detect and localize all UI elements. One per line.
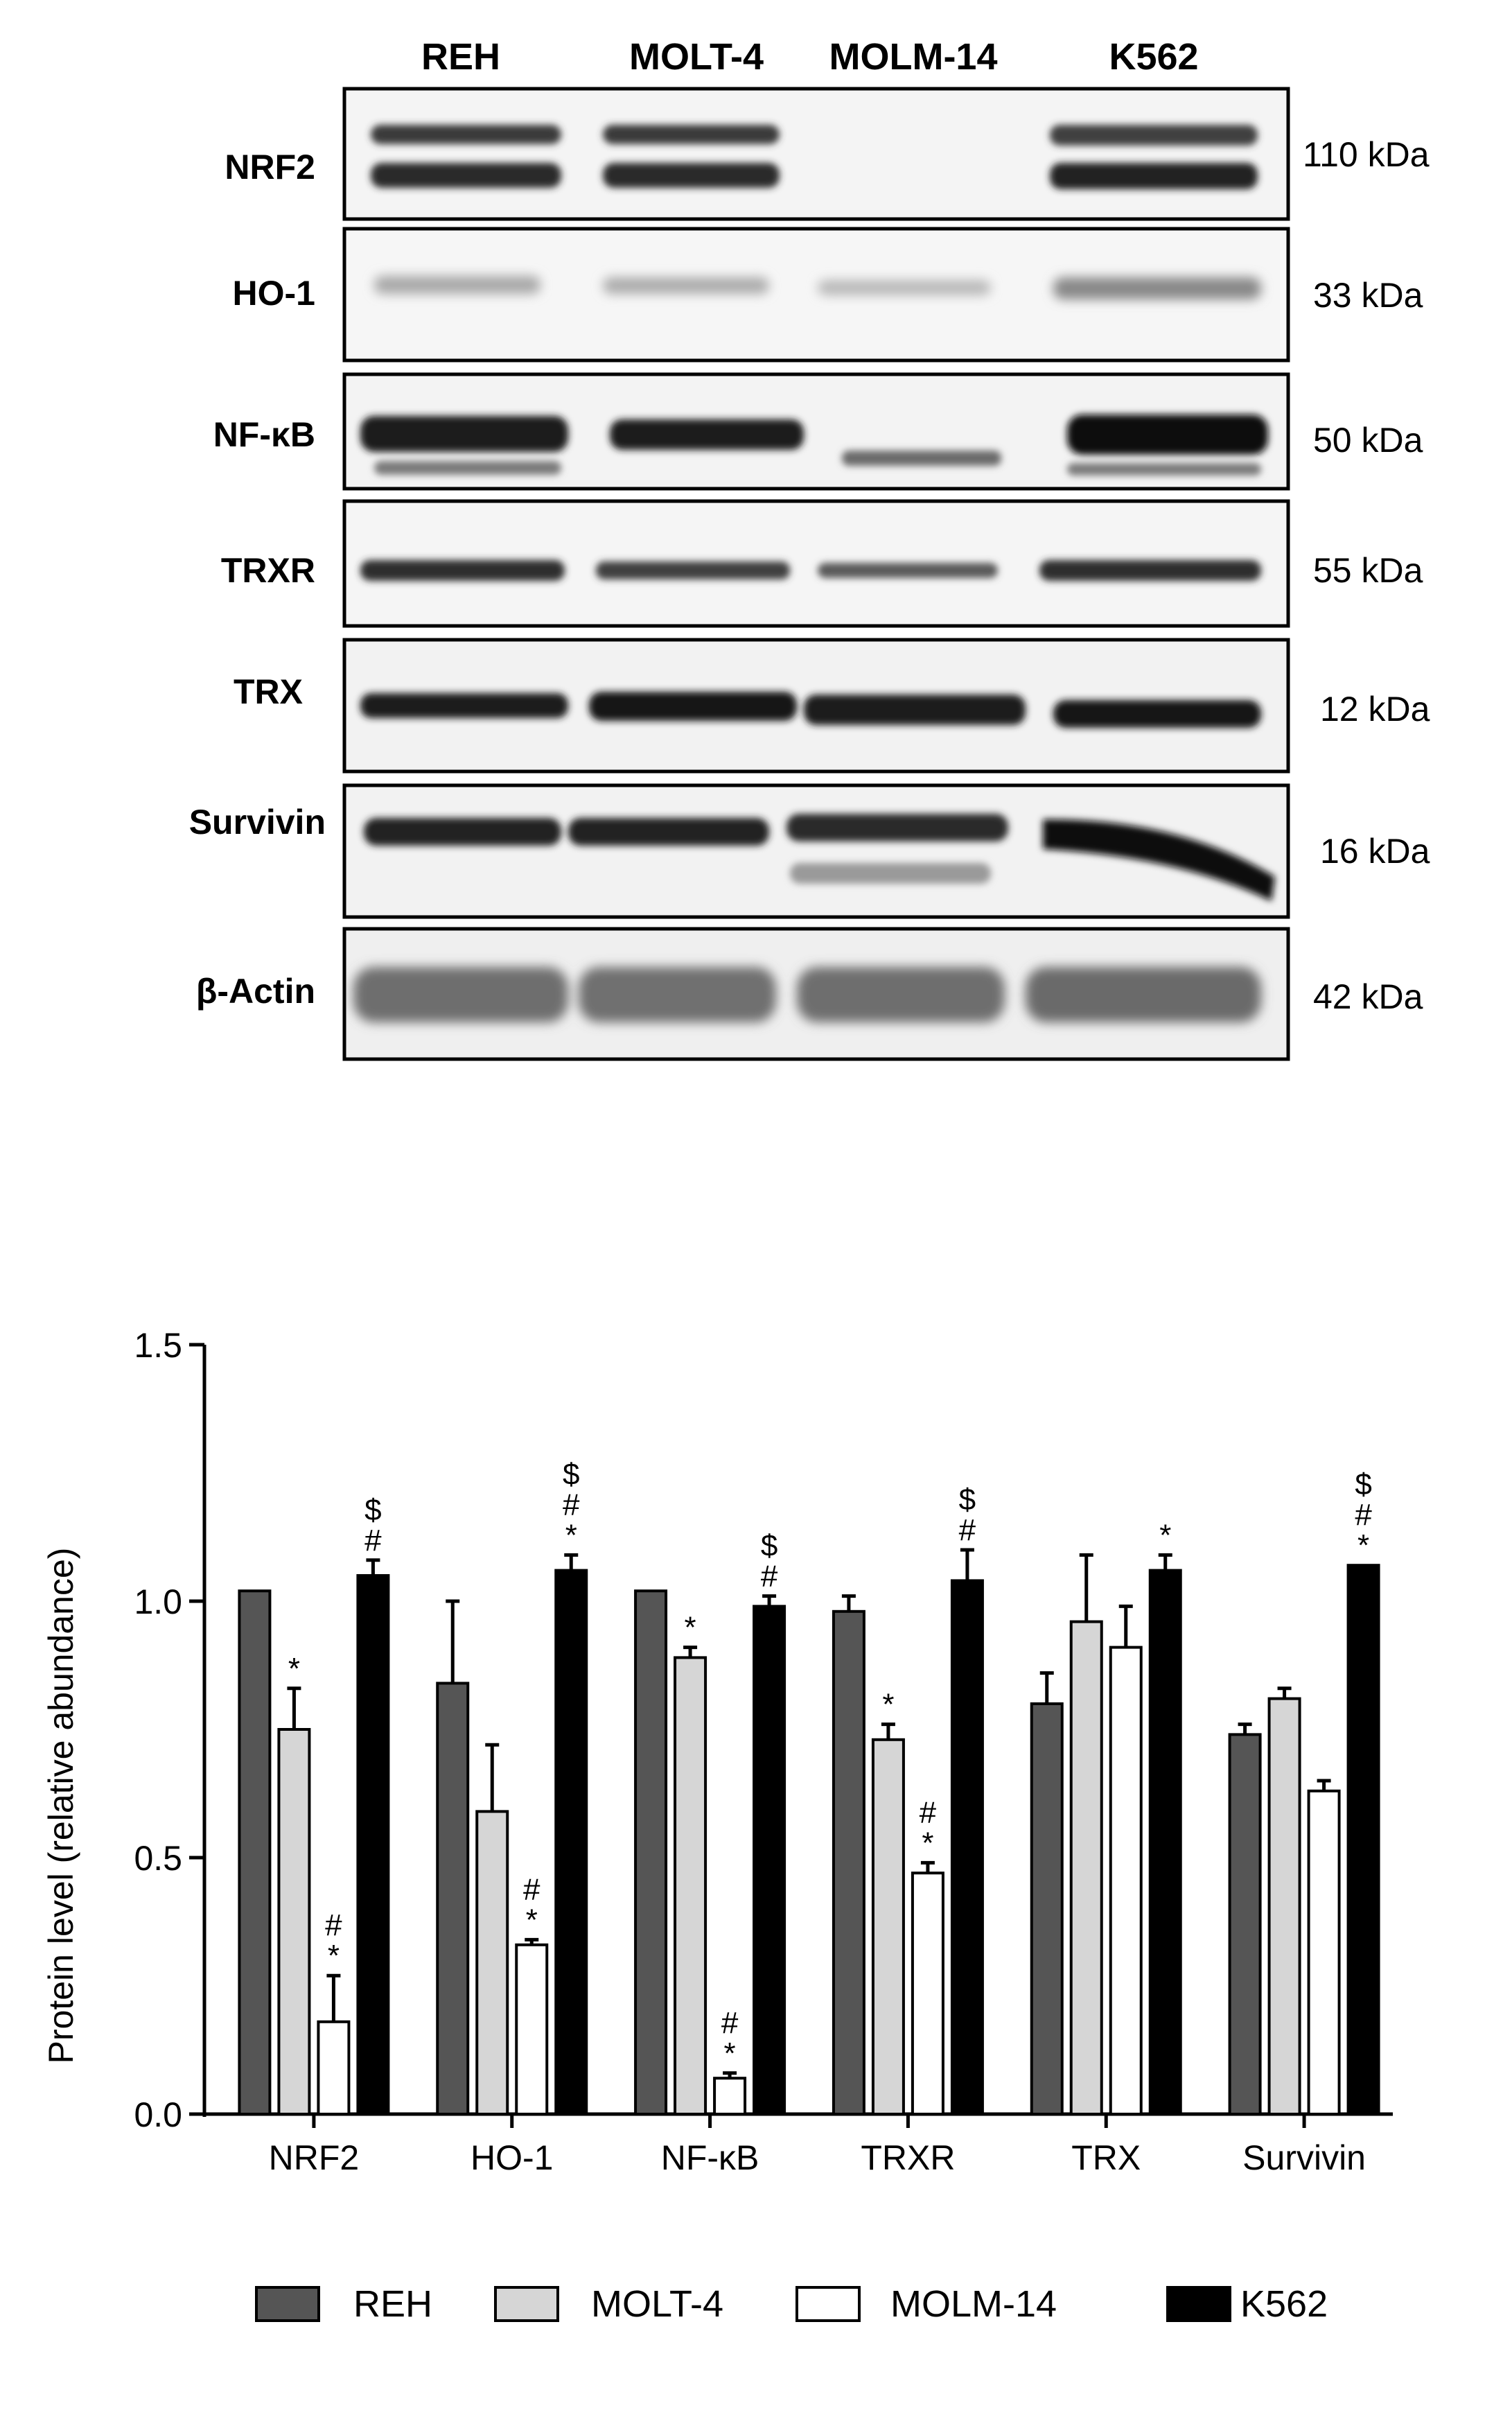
significance-mark: * — [565, 1518, 577, 1552]
bar-k562-trxr — [950, 1579, 984, 2115]
bar-k562-nrf2 — [356, 1574, 390, 2115]
bar-reh-trx — [1030, 1702, 1064, 2115]
bar-k562-ho-1 — [554, 1569, 588, 2115]
significance-mark: # — [364, 1524, 382, 1557]
significance-mark: # — [325, 1908, 342, 1942]
bar-molt-4-nf-κb — [674, 1656, 707, 2115]
bar-molm-14-survivin — [1307, 1789, 1341, 2115]
protein-label-beta-actin: β-Actin — [196, 972, 315, 1011]
lane-label-k562: K562 — [1109, 36, 1198, 78]
bar-k562-survivin — [1346, 1564, 1380, 2115]
significance-mark: * — [328, 1939, 340, 1973]
protein-label-trxr: TRXR — [221, 551, 315, 590]
significance-mark: * — [1357, 1528, 1369, 1562]
significance-mark: # — [959, 1513, 976, 1547]
significance-mark: $ — [364, 1493, 381, 1527]
legend-swatch-molt-4 — [494, 2286, 559, 2322]
y-tick-label: 1.5 — [134, 1326, 182, 1365]
significance-mark: $ — [761, 1529, 777, 1563]
significance-mark: * — [882, 1688, 894, 1722]
bar-reh-trxr — [832, 1609, 865, 2115]
kda-label-beta-actin: 42 kDa — [1313, 977, 1423, 1016]
x-tick-label: NF-κB — [661, 2138, 759, 2177]
blot-row-nrf2: NRF2 110 kDa — [225, 87, 1430, 221]
bar-molm-14-trxr — [911, 1871, 944, 2115]
significance-mark: * — [288, 1652, 300, 1686]
significance-mark: $ — [1355, 1467, 1371, 1501]
bar-molt-4-nrf2 — [277, 1728, 311, 2115]
bar-k562-trx — [1148, 1569, 1182, 2115]
bar-molm-14-nf-κb — [713, 2077, 747, 2115]
bar-molt-4-trx — [1069, 1620, 1103, 2115]
bar-chart: 0.0 0.5 1.0 1.5 NRF2 HO-1 NF-κB TRXR TRX Survivin… — [42, 1326, 1393, 2325]
protein-label-nfkb: NF-κB — [213, 415, 315, 454]
bar-reh-ho-1 — [436, 1682, 470, 2115]
significance-mark: # — [721, 2006, 739, 2040]
significance-mark: * — [1159, 1518, 1171, 1552]
y-tick-label: 1.0 — [134, 1582, 182, 1621]
y-tick-label: 0.0 — [134, 2095, 182, 2134]
legend-label-molt-4: MOLT-4 — [591, 2283, 723, 2325]
significance-mark: # — [563, 1487, 580, 1521]
lane-label-molm14: MOLM-14 — [829, 36, 998, 78]
y-axis-title: Protein level (relative abundance) — [42, 1548, 80, 2064]
chart-legend: REH MOLT-4 MOLM-14 K562 — [255, 2283, 1328, 2325]
bar-molt-4-trxr — [871, 1738, 905, 2115]
kda-label-trxr: 55 kDa — [1313, 551, 1423, 590]
lane-label-molt4: MOLT-4 — [629, 36, 764, 78]
significance-mark: * — [526, 1903, 538, 1937]
bar-molt-4-survivin — [1267, 1697, 1301, 2115]
protein-label-survivin: Survivin — [189, 803, 326, 841]
x-tick-label: NRF2 — [269, 2138, 360, 2177]
significance-mark: # — [1355, 1498, 1372, 1532]
significance-mark: $ — [959, 1483, 976, 1517]
significance-mark: * — [724, 2036, 736, 2070]
legend-swatch-molm-14 — [795, 2286, 861, 2322]
legend-label-reh: REH — [353, 2283, 432, 2325]
legend-label-molm-14: MOLM-14 — [890, 2283, 1057, 2325]
blot-row-trx: TRX 12 kDa — [234, 638, 1430, 774]
bar-molt-4-ho-1 — [475, 1810, 509, 2116]
significance-mark: $ — [563, 1457, 579, 1491]
x-tick-label: HO-1 — [471, 2138, 553, 2177]
bar-reh-nf-κb — [634, 1589, 668, 2115]
chart-bars: **##$*#*#$**##$**##$* *#$ — [238, 1457, 1380, 2116]
bar-molm-14-trx — [1109, 1646, 1143, 2115]
western-blot-panel: REH MOLT-4 MOLM-14 K562 NRF2 110 kDa HO-… — [189, 36, 1430, 1061]
significance-mark: # — [761, 1560, 778, 1594]
bar-molm-14-ho-1 — [515, 1943, 549, 2116]
kda-label-nrf2: 110 kDa — [1303, 135, 1430, 174]
blot-row-nfkb: NF-κB 50 kDa — [213, 372, 1423, 491]
significance-mark: # — [920, 1795, 937, 1829]
legend-label-k562: K562 — [1240, 2283, 1328, 2325]
bar-reh-survivin — [1228, 1733, 1262, 2115]
protein-label-nrf2: NRF2 — [225, 148, 315, 186]
chart-axes: 0.0 0.5 1.0 1.5 NRF2 HO-1 NF-κB TRXR TRX Survivin — [134, 1326, 1393, 2177]
lane-label-reh: REH — [421, 36, 500, 78]
blot-row-survivin: Survivin 16 kDa — [189, 783, 1430, 919]
legend-swatch-k562 — [1166, 2286, 1231, 2322]
blot-row-trxr: TRXR 55 kDa — [221, 499, 1423, 628]
protein-label-ho1: HO-1 — [233, 274, 315, 313]
kda-label-ho1: 33 kDa — [1313, 276, 1423, 315]
kda-label-survivin: 16 kDa — [1320, 832, 1430, 871]
protein-label-trx: TRX — [234, 672, 303, 711]
blot-row-ho1: HO-1 33 kDa — [233, 227, 1423, 363]
blot-row-beta-actin: β-Actin 42 kDa — [196, 927, 1423, 1061]
legend-swatch-reh — [255, 2286, 320, 2322]
bar-k562-nf-κb — [753, 1605, 786, 2115]
kda-label-trx: 12 kDa — [1320, 690, 1430, 728]
significance-mark: * — [922, 1826, 933, 1860]
bar-molm-14-nrf2 — [317, 2020, 351, 2116]
kda-label-nfkb: 50 kDa — [1313, 421, 1423, 460]
x-tick-label: TRXR — [861, 2138, 955, 2177]
significance-mark: # — [523, 1872, 540, 1906]
y-tick-label: 0.5 — [134, 1839, 182, 1878]
x-tick-label: Survivin — [1242, 2138, 1366, 2177]
bar-reh-nrf2 — [238, 1589, 272, 2115]
significance-mark: * — [685, 1611, 696, 1645]
x-tick-label: TRX — [1071, 2138, 1141, 2177]
